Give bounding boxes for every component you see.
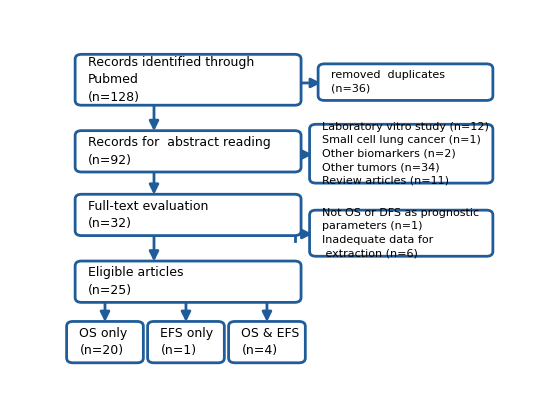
Text: OS only
(n=20): OS only (n=20)	[79, 327, 128, 357]
FancyBboxPatch shape	[75, 55, 301, 105]
Text: OS & EFS
(n=4): OS & EFS (n=4)	[241, 327, 300, 357]
Text: Records for  abstract reading
(n=92): Records for abstract reading (n=92)	[88, 136, 271, 166]
FancyBboxPatch shape	[75, 131, 301, 172]
Text: Records identified through
Pubmed
(n=128): Records identified through Pubmed (n=128…	[88, 56, 254, 104]
Text: Laboratory vitro study (n=12)
Small cell lung cancer (n=1)
Other biomarkers (n=2: Laboratory vitro study (n=12) Small cell…	[322, 121, 490, 186]
FancyBboxPatch shape	[229, 321, 305, 363]
Text: Not OS or DFS as prognostic
parameters (n=1)
Inadequate data for
 extraction (n=: Not OS or DFS as prognostic parameters (…	[322, 208, 480, 259]
Text: EFS only
(n=1): EFS only (n=1)	[161, 327, 213, 357]
Text: removed  duplicates
(n=36): removed duplicates (n=36)	[331, 70, 445, 94]
FancyBboxPatch shape	[75, 194, 301, 235]
Text: Full-text evaluation
(n=32): Full-text evaluation (n=32)	[88, 199, 208, 230]
Text: Eligible articles
(n=25): Eligible articles (n=25)	[88, 266, 184, 297]
FancyBboxPatch shape	[147, 321, 224, 363]
FancyBboxPatch shape	[310, 210, 493, 256]
FancyBboxPatch shape	[310, 124, 493, 183]
FancyBboxPatch shape	[318, 64, 493, 100]
FancyBboxPatch shape	[67, 321, 144, 363]
FancyBboxPatch shape	[75, 261, 301, 302]
